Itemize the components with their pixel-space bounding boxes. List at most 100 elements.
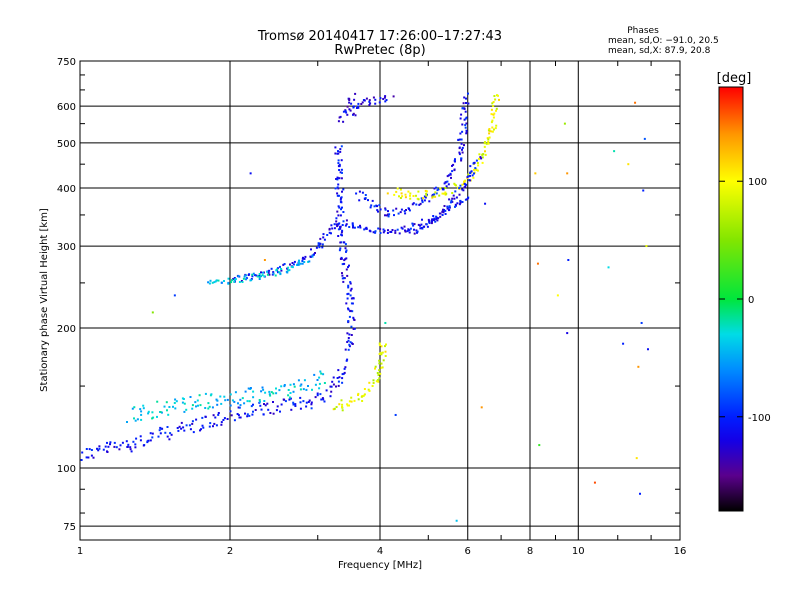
echo-point — [465, 122, 468, 125]
echo-point — [298, 263, 301, 266]
echo-point — [232, 278, 235, 281]
echo-point — [268, 269, 271, 272]
echo-point — [465, 132, 468, 135]
echo-point — [207, 281, 210, 284]
echo-point — [470, 170, 473, 173]
echo-point — [341, 274, 344, 277]
echo-point — [492, 105, 495, 107]
echo-point — [275, 392, 278, 395]
echo-point — [451, 170, 454, 173]
echo-point — [176, 427, 179, 429]
echo-point — [266, 402, 269, 405]
scatter-point — [639, 492, 642, 495]
echo-point — [277, 271, 279, 274]
x-tick-label: 4 — [377, 546, 383, 557]
echo-point — [439, 212, 442, 215]
echo-point — [85, 456, 88, 459]
echo-point — [310, 407, 313, 410]
y-tick-label: 200 — [57, 324, 76, 335]
echo-point — [461, 107, 464, 110]
echo-point — [384, 95, 387, 98]
echo-point — [455, 196, 458, 199]
echo-point — [293, 385, 296, 388]
echo-point — [461, 146, 464, 149]
echo-point — [376, 205, 378, 208]
echo-point — [433, 193, 436, 196]
echo-point — [321, 246, 324, 249]
scatter-point — [637, 365, 640, 368]
echo-point — [386, 232, 389, 234]
echo-point — [453, 182, 456, 185]
echo-point — [337, 235, 340, 237]
echo-point — [454, 204, 457, 207]
echo-point — [335, 178, 338, 180]
echo-point — [425, 223, 428, 226]
echo-point — [229, 393, 232, 396]
y-tick-label: 75 — [63, 522, 76, 533]
echo-point — [278, 389, 281, 392]
echo-point — [341, 190, 343, 193]
grid-lines — [80, 61, 680, 540]
echo-point — [196, 399, 199, 402]
echo-point — [338, 177, 341, 180]
echo-point — [233, 278, 236, 281]
echo-point — [372, 96, 375, 99]
echo-point — [364, 194, 367, 196]
echo-point — [188, 424, 191, 427]
echo-point — [292, 390, 295, 393]
echo-point — [337, 380, 340, 383]
echo-point — [458, 153, 461, 156]
echo-point — [350, 396, 353, 399]
echo-point — [160, 427, 163, 430]
echo-point — [159, 426, 162, 429]
echo-point — [464, 124, 467, 127]
echo-point — [439, 215, 442, 218]
echo-point — [411, 203, 414, 206]
echo-point — [341, 263, 344, 266]
echo-point — [292, 383, 295, 386]
echo-point — [413, 232, 416, 235]
y-tick-label: 400 — [57, 184, 76, 195]
echo-point — [258, 278, 261, 280]
echo-point — [344, 110, 347, 113]
echo-point — [272, 401, 274, 403]
echo-point — [493, 112, 496, 115]
echo-point — [339, 198, 342, 201]
echo-point — [308, 399, 311, 402]
echo-point — [224, 399, 227, 402]
echo-point — [393, 214, 395, 217]
echo-point — [297, 379, 300, 382]
echo-point — [454, 158, 456, 161]
echo-point — [380, 353, 383, 356]
echo-point — [288, 269, 291, 272]
echo-point — [493, 128, 495, 131]
echo-point — [254, 409, 257, 411]
echo-point — [318, 382, 321, 385]
echo-point — [461, 148, 463, 151]
echo-point — [384, 208, 387, 211]
echo-point — [330, 232, 332, 235]
echo-point — [342, 110, 345, 113]
scatter-point — [455, 519, 458, 522]
echo-point — [336, 192, 339, 195]
echo-point — [294, 405, 297, 407]
echo-point — [469, 171, 472, 174]
echo-point — [449, 172, 452, 175]
echo-point — [322, 398, 325, 401]
echo-point — [363, 393, 366, 396]
echo-point — [307, 401, 310, 403]
echo-point — [223, 417, 226, 420]
echo-point — [166, 426, 169, 428]
echo-point — [465, 129, 468, 132]
echo-point — [301, 260, 304, 262]
echo-point — [405, 209, 407, 211]
echo-point — [494, 127, 497, 130]
echo-point — [464, 198, 467, 201]
echo-point — [331, 380, 334, 383]
echo-point — [469, 165, 472, 168]
echo-point — [230, 414, 233, 417]
echo-point — [214, 280, 217, 283]
echo-point — [258, 274, 261, 277]
scatter-point — [634, 101, 637, 104]
echo-point — [272, 392, 275, 395]
